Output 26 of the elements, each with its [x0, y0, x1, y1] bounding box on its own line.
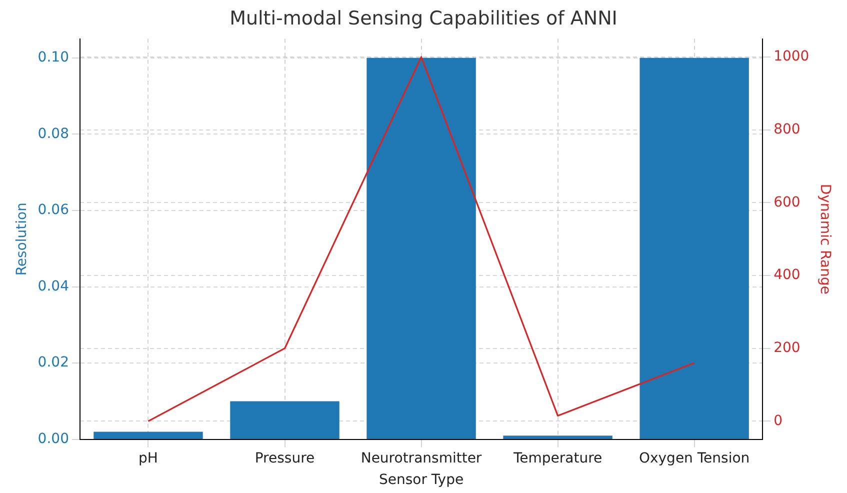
x-tick-label: pH	[138, 450, 158, 466]
y2-tick-label: 400	[774, 267, 800, 284]
y-tick-label: 0.00	[38, 431, 69, 448]
x-axis-title: Sensor Type	[378, 472, 464, 488]
y-tick-label: 0.08	[38, 126, 69, 142]
y2-tick-label: 800	[774, 121, 800, 138]
x-tick-label: Pressure	[254, 450, 315, 466]
bar	[640, 58, 749, 439]
bar	[366, 58, 476, 439]
chart-title: Multi-modal Sensing Capabilities of ANNI	[230, 7, 618, 30]
x-tick-label: Temperature	[512, 450, 602, 466]
y-axis-title: Resolution	[14, 202, 30, 276]
bar	[503, 436, 612, 439]
y-tick-label: 0.10	[38, 50, 69, 66]
y2-tick-label: 200	[774, 340, 800, 356]
bar	[94, 432, 203, 439]
x-tick-label: Oxygen Tension	[638, 450, 750, 466]
y-tick-label: 0.04	[38, 278, 70, 294]
y-tick-label: 0.06	[38, 202, 70, 218]
y2-tick-label: 600	[774, 194, 800, 210]
bar	[230, 401, 340, 439]
y2-tick-label: 1000	[774, 48, 810, 65]
x-tick-label: Neurotransmitter	[360, 450, 482, 466]
y2-axis-title: Dynamic Range	[816, 184, 833, 294]
y2-tick-label: 0	[774, 412, 782, 429]
y-tick-label: 0.02	[38, 354, 69, 371]
